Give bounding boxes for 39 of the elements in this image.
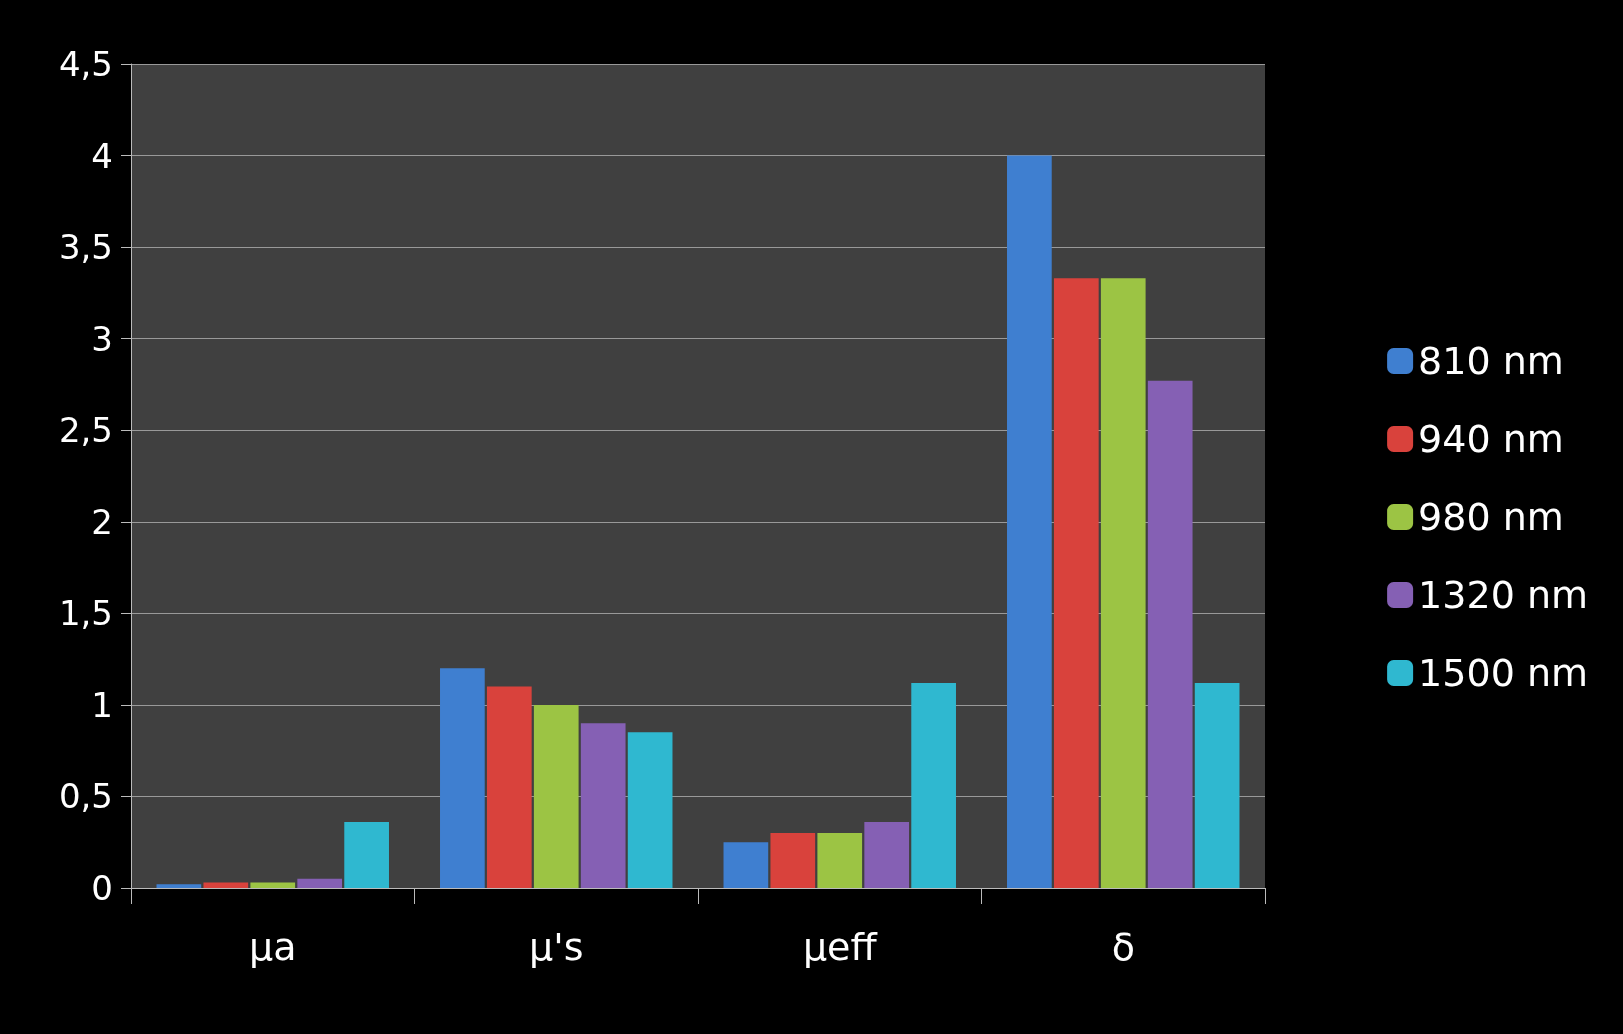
y-tick-label: 0 xyxy=(91,868,113,908)
bar xyxy=(723,842,769,888)
legend-label: 1320 nm xyxy=(1418,573,1588,617)
bar xyxy=(440,668,485,888)
bar xyxy=(156,884,202,888)
bar xyxy=(817,833,863,888)
y-tick-label: 1,5 xyxy=(58,593,113,634)
bar xyxy=(297,878,343,888)
y-tick-label: 1 xyxy=(91,684,113,725)
bar xyxy=(344,822,389,888)
x-tick-label: δ xyxy=(1111,925,1135,969)
x-tick-label: μa xyxy=(249,925,297,969)
bar xyxy=(864,822,910,888)
bar xyxy=(1147,380,1193,888)
bar xyxy=(533,704,579,888)
y-tick-label: 3 xyxy=(91,318,113,359)
bar xyxy=(911,682,956,888)
y-tick-label: 2,5 xyxy=(58,410,113,451)
y-tick-label: 2 xyxy=(91,501,113,542)
bar xyxy=(1007,155,1052,888)
legend-label: 940 nm xyxy=(1418,417,1564,461)
y-tick-label: 3,5 xyxy=(58,227,113,268)
y-tick-label: 4 xyxy=(91,135,113,176)
x-tick-label: μ's xyxy=(529,925,584,969)
bar xyxy=(250,882,296,888)
x-tick-label: μeff xyxy=(802,925,878,969)
bar xyxy=(203,882,249,888)
legend-label: 1500 nm xyxy=(1418,651,1588,695)
bar xyxy=(1100,278,1146,888)
legend-label: 810 nm xyxy=(1418,339,1564,383)
bar xyxy=(580,723,626,888)
bar xyxy=(1194,682,1240,888)
bar xyxy=(770,833,816,888)
y-tick-label: 0,5 xyxy=(58,776,113,817)
legend-label: 980 nm xyxy=(1418,495,1564,539)
bar xyxy=(627,732,673,888)
bar xyxy=(1053,278,1099,888)
y-tick-label: 4,5 xyxy=(58,44,113,84)
bar xyxy=(486,686,532,888)
